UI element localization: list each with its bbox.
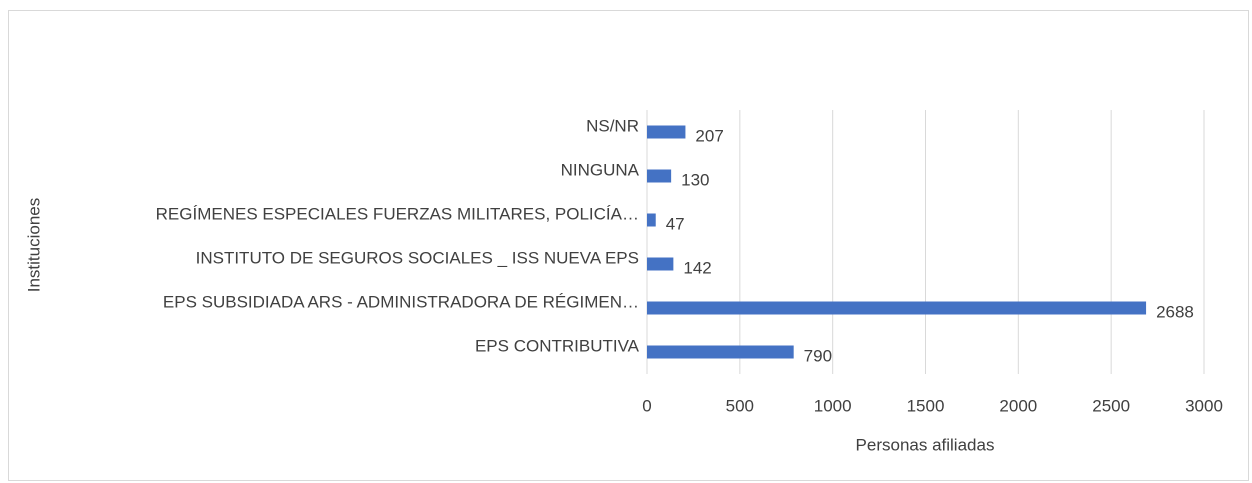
x-tick-label: 1000: [814, 396, 852, 415]
data-label: 47: [666, 214, 685, 233]
x-tick-label: 2000: [999, 396, 1037, 415]
bar: [647, 125, 686, 139]
y-tick-label: NS/NR: [586, 116, 639, 135]
bar: [647, 257, 674, 271]
y-tick-label: EPS CONTRIBUTIVA: [475, 336, 640, 355]
y-tick-label: INSTITUTO DE SEGUROS SOCIALES _ ISS NUEV…: [196, 248, 639, 267]
x-tick-label: 2500: [1092, 396, 1130, 415]
y-tick-label: NINGUNA: [561, 160, 640, 179]
y-axis-title: Instituciones: [24, 198, 43, 293]
data-label: 142: [683, 258, 711, 277]
x-tick-label: 1500: [907, 396, 945, 415]
data-label: 2688: [1156, 302, 1194, 321]
x-tick-label: 3000: [1185, 396, 1223, 415]
y-tick-label: REGÍMENES ESPECIALES FUERZAS MILITARES, …: [156, 204, 639, 223]
data-label: 790: [804, 346, 832, 365]
bar: [647, 213, 656, 227]
bar: [647, 169, 672, 183]
bar: [647, 301, 1147, 315]
data-label: 130: [681, 170, 709, 189]
x-tick-label: 500: [726, 396, 754, 415]
chart-frame: [8, 10, 1249, 481]
x-axis-title: Personas afiliadas: [856, 435, 995, 454]
data-label: 207: [695, 126, 723, 145]
y-tick-label: EPS SUBSIDIADA ARS - ADMINISTRADORA DE R…: [163, 292, 639, 311]
x-tick-label: 0: [642, 396, 651, 415]
bar: [647, 345, 794, 359]
